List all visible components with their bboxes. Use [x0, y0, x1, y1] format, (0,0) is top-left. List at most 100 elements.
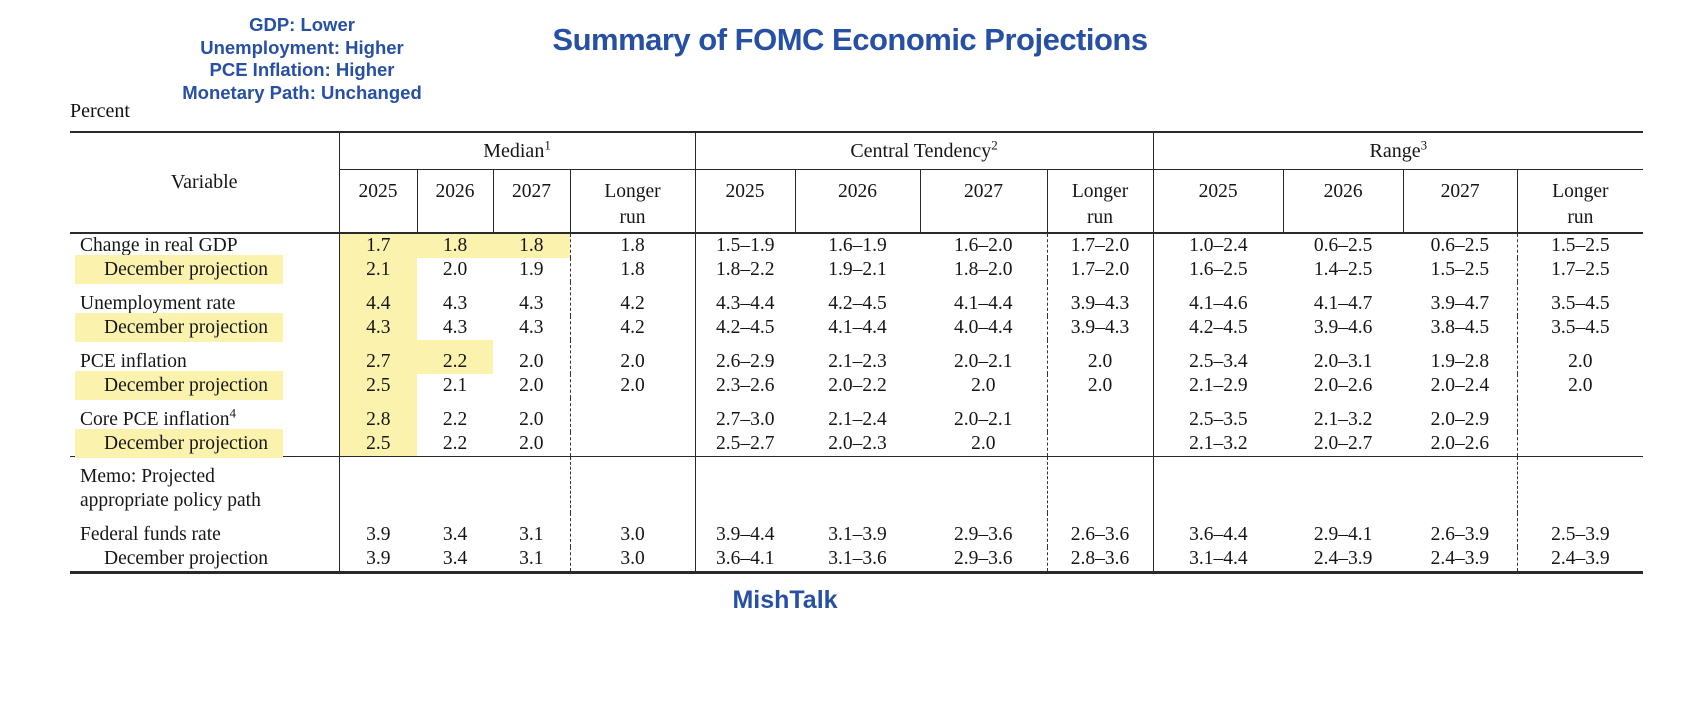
cell-median-longer-run: 1.8	[569, 257, 696, 282]
cell-median-2026: 4.3	[442, 316, 468, 338]
group-label: Central Tendency	[850, 140, 992, 163]
cell-range-2025: 4.1–4.6	[1152, 281, 1284, 316]
cell-ct-2026: 1.6–1.9	[828, 234, 887, 256]
cell-median-2025: 1.7	[339, 232, 417, 258]
cell-range-longer-run: 3.5–4.5	[1516, 315, 1644, 340]
table-row: December projection 3.9 3.4 3.1 3.0 3.6–4.1 3.…	[70, 546, 1644, 572]
cell-ct-2025: 4.2–4.5	[694, 315, 796, 340]
cell-median-longer-run	[569, 431, 696, 456]
cell-median-longer-run: 4.2	[569, 315, 696, 340]
year-header-median-2027: 2027	[492, 169, 570, 234]
cell-ct-2027: 2.9–3.6	[954, 547, 1013, 569]
cell-range-2026: 2.4–3.9	[1313, 547, 1373, 569]
cell-ct-longer-run: 3.9–4.3	[1046, 315, 1154, 340]
cell-ct-2026: 4.2–4.5	[828, 292, 887, 314]
cell-range-longer-run: 3.5–4.5	[1516, 281, 1644, 316]
cell-ct-2027: 4.1–4.4	[954, 292, 1013, 314]
year-header-range-2025: 2025	[1152, 169, 1284, 234]
row-label: Memo: Projected appropriate policy path	[80, 465, 261, 511]
cell-range-longer-run	[1516, 397, 1644, 432]
cell-ct-2026: 2.1–2.3	[828, 350, 887, 372]
cell-median-longer-run: 1.8	[569, 232, 696, 258]
cell-range-2027: 2.0–2.4	[1430, 374, 1490, 396]
cell-ct-2027: 2.0	[971, 432, 996, 454]
cell-range-2027: 3.9–4.7	[1430, 292, 1490, 314]
cell-median-longer-run: 2.0	[569, 339, 696, 374]
row-label: Unemployment rate	[80, 292, 236, 314]
row-label-cell: December projection	[70, 254, 340, 284]
cell-median-2026: 2.2	[442, 432, 468, 454]
cell-median-2025: 4.4	[339, 281, 417, 316]
cell-median-2025: 2.1	[339, 257, 417, 282]
cell-ct-2026: 3.1–3.6	[828, 547, 887, 569]
row-label: December projection	[75, 254, 284, 284]
cell-range-2025: 2.5–3.4	[1152, 339, 1284, 374]
cell-range-2025: 3.6–4.4	[1152, 512, 1284, 547]
cell-ct-2026: 2.0–2.3	[828, 432, 887, 454]
row-label: December projection	[75, 370, 284, 400]
row-label-cell: Change in real GDP	[70, 232, 340, 258]
cell-ct-longer-run	[1046, 455, 1154, 513]
year-header-row: 2025 2026 2027 Longer run 2025 2026 2027…	[70, 169, 1644, 234]
annotation-line-monetary: Monetary Path: Unchanged	[182, 81, 422, 103]
cell-median-2025: 3.9	[366, 523, 391, 545]
cell-ct-2025: 2.7–3.0	[694, 397, 796, 432]
page-title: Summary of FOMC Economic Projections	[552, 22, 1148, 57]
cell-ct-2026: 2.0–2.2	[828, 374, 887, 396]
table-row: December projection 2.5 2.1 2.0 2.0 2.3–2.6 2.…	[70, 370, 1644, 400]
cell-median-2027: 3.1	[519, 547, 544, 569]
row-label-cell: Core PCE inflation4	[70, 397, 340, 432]
cell-ct-2026: 2.1–2.4	[828, 408, 887, 430]
cell-median-2027	[493, 455, 570, 513]
cell-ct-2026: 4.1–4.4	[828, 316, 887, 338]
cell-range-2026: 1.4–2.5	[1313, 258, 1373, 280]
variable-column-header: Variable	[70, 132, 340, 234]
cell-median-longer-run	[569, 455, 696, 513]
cell-range-2026: 2.9–4.1	[1313, 523, 1373, 545]
year-header-ct-2025: 2025	[694, 169, 796, 234]
cell-range-longer-run: 1.5–2.5	[1516, 232, 1644, 258]
row-label: PCE inflation	[80, 350, 187, 372]
cell-median-2027: 2.0	[519, 350, 544, 372]
cell-range-2026: 2.0–2.7	[1313, 432, 1373, 454]
group-label: Median	[483, 140, 545, 163]
cell-range-2025: 2.5–3.5	[1152, 397, 1284, 432]
cell-median-2026: 3.4	[442, 523, 468, 545]
cell-ct-2027	[920, 455, 1048, 513]
cell-median-2025: 3.9	[366, 547, 391, 569]
cell-ct-2027: 4.0–4.4	[954, 316, 1013, 338]
projection-table-body: Change in real GDP 1.7 1.8 1.8 1.8 1.5–1.9 1.6…	[70, 232, 1644, 572]
cell-median-2027: 4.3	[519, 316, 544, 338]
cell-ct-2026: 1.9–2.1	[828, 258, 887, 280]
cell-range-2025	[1152, 455, 1284, 513]
cell-median-2026: 2.0	[442, 258, 468, 280]
group-header-median: Median1	[339, 132, 696, 170]
cell-median-2025: 2.7	[339, 339, 417, 374]
cell-median-longer-run: 3.0	[569, 512, 696, 547]
cell-ct-2026: 3.1–3.9	[828, 523, 887, 545]
cell-ct-2027: 1.6–2.0	[954, 234, 1013, 256]
group-header-row: Variable Median1 Central Tendency2 Range…	[70, 132, 1644, 234]
cell-ct-2027: 2.0	[971, 374, 996, 396]
table-row: Change in real GDP 1.7 1.8 1.8 1.8 1.5–1.9 1.6…	[70, 232, 1644, 258]
table-row: December projection 2.1 2.0 1.9 1.8 1.8–2.2 1.…	[70, 254, 1644, 284]
cell-median-2026: 2.1	[442, 374, 468, 396]
cell-median-2026: 4.3	[442, 292, 468, 314]
table-row: December projection 4.3 4.3 4.3 4.2 4.2–4.5 4.…	[70, 312, 1644, 342]
cell-ct-2027: 1.8–2.0	[954, 258, 1013, 280]
cell-median-longer-run: 4.2	[569, 281, 696, 316]
row-label: December projection	[104, 547, 269, 569]
cell-ct-longer-run: 2.6–3.6	[1046, 512, 1154, 547]
cell-range-2026: 2.1–3.2	[1313, 408, 1373, 430]
cell-median-2026	[417, 455, 493, 513]
year-header-range-longer-run: Longer run	[1516, 169, 1644, 234]
cell-median-2025	[339, 455, 417, 513]
year-header-median-longer-run: Longer run	[569, 169, 696, 234]
cell-median-2026: 3.4	[442, 547, 468, 569]
cell-median-longer-run	[569, 397, 696, 432]
cell-range-2026: 2.0–2.6	[1313, 374, 1373, 396]
cell-ct-longer-run: 1.7–2.0	[1046, 257, 1154, 282]
footnote-marker: 4	[229, 405, 237, 420]
cell-range-2025: 1.0–2.4	[1152, 232, 1284, 258]
